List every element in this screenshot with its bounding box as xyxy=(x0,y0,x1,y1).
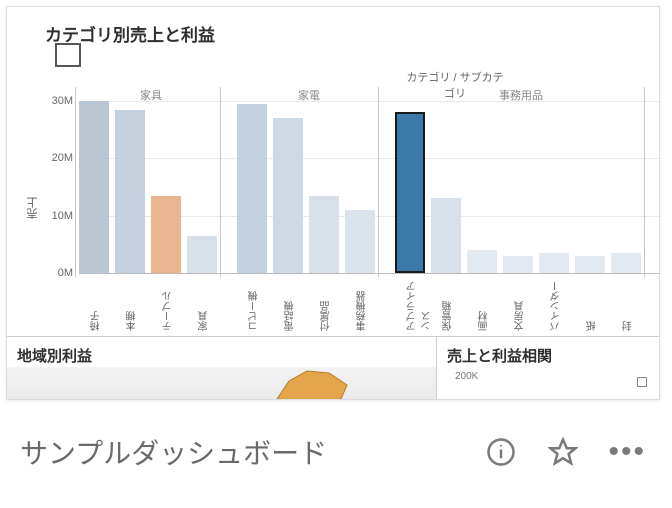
x-tick: アプライアンス xyxy=(405,279,435,331)
map-background xyxy=(7,367,437,400)
bar[interactable] xyxy=(309,196,339,273)
dashboard-thumbnail[interactable]: カテゴリ別売上と利益 0M10M20M30M売上家具椅子本棚テーブル家具家電コピ… xyxy=(6,6,660,400)
y-axis-label: 売上 xyxy=(25,197,41,219)
scatter-point xyxy=(637,377,647,387)
favorite-button[interactable] xyxy=(546,435,580,469)
bar[interactable] xyxy=(79,101,109,273)
star-icon xyxy=(548,437,578,467)
x-tick: 事務機器 xyxy=(355,279,370,331)
scatter-title: 売上と利益相関 xyxy=(447,345,552,366)
bar[interactable] xyxy=(115,110,145,273)
y-tick: 20M xyxy=(43,152,73,164)
region-profit-title: 地域別利益 xyxy=(17,345,92,366)
card-footer: サンプルダッシュボード ••• xyxy=(6,412,660,492)
x-tick: テーブル xyxy=(161,279,176,331)
hierarchy-label: カテゴリ / サブカテゴリ xyxy=(405,69,505,101)
gridline xyxy=(79,158,660,159)
x-tick: コピー機 xyxy=(247,279,262,331)
group-separator xyxy=(75,87,76,277)
group-separator xyxy=(220,87,221,277)
bar[interactable] xyxy=(237,104,267,273)
group-separator xyxy=(378,87,379,277)
info-button[interactable] xyxy=(484,435,518,469)
y-tick: 0M xyxy=(43,267,73,279)
lower-panels: 地域別利益 売上と利益相関 200K xyxy=(7,337,660,400)
footer-actions: ••• xyxy=(484,435,646,469)
bar[interactable] xyxy=(151,196,181,273)
bar[interactable] xyxy=(187,236,217,273)
x-tick: 保管箱 xyxy=(441,279,456,331)
bar[interactable] xyxy=(503,256,533,273)
dashboard-title: サンプルダッシュボード xyxy=(20,432,484,472)
bar[interactable] xyxy=(539,253,569,273)
sales-profit-scatter-panel: 売上と利益相関 200K xyxy=(437,337,660,400)
ellipsis-icon: ••• xyxy=(608,435,646,468)
info-icon xyxy=(486,437,516,467)
x-tick: 封 xyxy=(621,279,636,331)
scatter-ytick: 200K xyxy=(455,371,478,382)
more-button[interactable]: ••• xyxy=(608,437,646,467)
bar[interactable] xyxy=(575,256,605,273)
bar[interactable] xyxy=(431,198,461,273)
y-tick: 30M xyxy=(43,95,73,107)
bar[interactable] xyxy=(395,112,425,273)
group-label: 家電 xyxy=(279,87,339,103)
map-region-shape xyxy=(267,365,357,400)
group-label: 家具 xyxy=(121,87,181,103)
bar[interactable] xyxy=(611,253,641,273)
x-tick: 画材 xyxy=(477,279,492,331)
bar[interactable] xyxy=(273,118,303,273)
y-tick: 10M xyxy=(43,210,73,222)
x-tick: 付属品 xyxy=(319,279,334,331)
x-tick: 家具 xyxy=(197,279,212,331)
region-profit-panel: 地域別利益 xyxy=(7,337,437,400)
x-tick: 椅子 xyxy=(89,279,104,331)
x-tick: 紙 xyxy=(585,279,600,331)
x-tick: 本棚 xyxy=(125,279,140,331)
x-tick: バインダー xyxy=(549,279,564,331)
group-separator xyxy=(644,87,645,277)
category-sales-profit-chart: カテゴリ別売上と利益 0M10M20M30M売上家具椅子本棚テーブル家具家電コピ… xyxy=(7,7,660,337)
bar[interactable] xyxy=(467,250,497,273)
x-tick: 電話機 xyxy=(283,279,298,331)
baseline xyxy=(79,273,660,274)
bar[interactable] xyxy=(345,210,375,273)
bar-plot: 0M10M20M30M売上家具椅子本棚テーブル家具家電コピー機電話機付属品事務機… xyxy=(7,47,660,337)
x-tick: 文房具 xyxy=(513,279,528,331)
